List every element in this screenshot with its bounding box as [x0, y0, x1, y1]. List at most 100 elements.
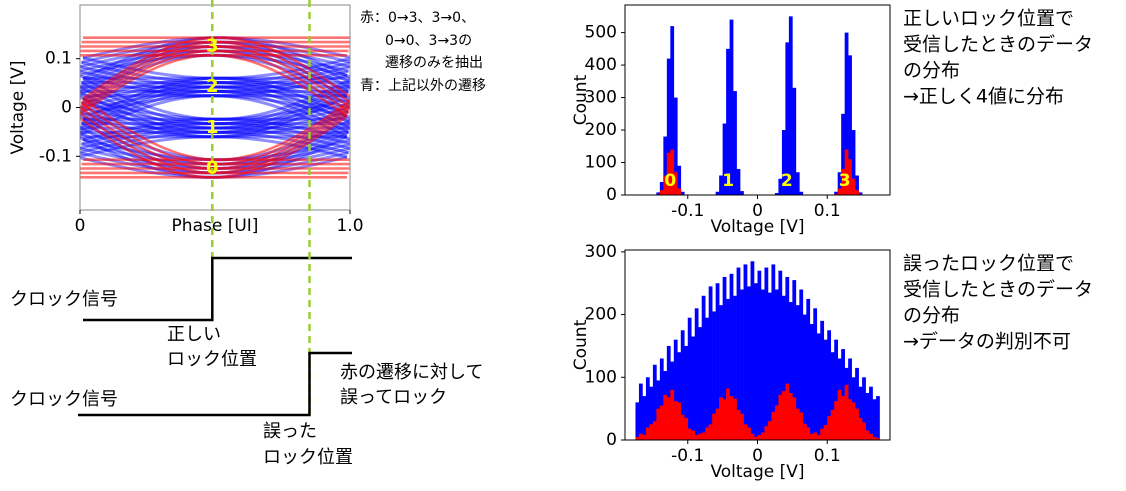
histogram-bar	[792, 280, 797, 440]
y-tick-label: 100	[585, 367, 617, 387]
histogram-bar	[806, 298, 811, 440]
description: 誤ったロック位置で	[903, 253, 1074, 275]
histogram-bar	[666, 397, 671, 440]
histogram-bar	[851, 130, 856, 195]
histogram-bar	[855, 408, 859, 440]
histogram-bar	[750, 433, 755, 440]
histogram-bar	[670, 149, 675, 195]
histogram-bar	[645, 427, 650, 440]
histogram-bar	[827, 416, 832, 440]
histogram-bar	[659, 190, 664, 195]
histogram-bar	[827, 330, 832, 440]
histogram-bar	[844, 149, 849, 195]
eye-trace	[213, 69, 349, 93]
histogram-bar	[726, 48, 730, 195]
histogram-bar	[855, 175, 859, 195]
histogram-bar	[841, 113, 845, 195]
histogram-bar	[788, 392, 793, 440]
histogram-bar	[865, 392, 870, 440]
eye-trace	[81, 122, 217, 146]
histogram-bar	[666, 345, 671, 440]
histogram-bar	[712, 311, 716, 440]
histogram-bar	[771, 264, 776, 440]
eye-trace	[214, 106, 350, 130]
lock-label: 正しい	[167, 324, 221, 345]
histogram-bar	[799, 412, 804, 440]
histogram-bar	[809, 323, 814, 440]
histogram-bar	[635, 402, 640, 440]
histogram-bar	[743, 264, 748, 440]
histogram-bar	[802, 314, 807, 440]
eye-trace	[211, 54, 348, 118]
y-tick-label: 200	[585, 120, 617, 140]
histogram-bar	[760, 289, 765, 440]
histogram-bar	[694, 434, 699, 440]
histogram-bar	[666, 152, 671, 195]
histogram-bar	[677, 188, 682, 195]
eye-trace	[81, 60, 217, 85]
histogram-bar	[698, 433, 703, 440]
histogram-bar	[806, 427, 811, 440]
histogram-bar	[851, 402, 856, 440]
eye-trace	[82, 56, 218, 80]
histogram-bar	[795, 172, 800, 195]
x-tick-label: 0	[752, 201, 763, 221]
eye-trace	[214, 106, 350, 170]
histogram-bar	[638, 383, 643, 440]
histogram-bar	[858, 386, 863, 440]
histogram-bar	[876, 438, 880, 440]
eye-trace	[80, 116, 213, 179]
histogram-bar	[712, 413, 716, 440]
histogram-bar	[663, 175, 668, 195]
eye-note: 遷移のみを抽出	[385, 55, 483, 71]
eye-trace	[80, 90, 214, 134]
histogram-bar	[781, 130, 786, 195]
histogram-bar	[855, 190, 859, 195]
x-axis-label: Voltage [V]	[710, 217, 804, 237]
histogram-bar	[754, 283, 758, 440]
histogram-bar	[757, 434, 762, 440]
lock-label: 誤った	[263, 421, 317, 442]
eye-trace	[82, 97, 219, 161]
level-label: 3	[206, 35, 219, 56]
description: →データの判別不可	[903, 331, 1071, 353]
histogram-bar	[795, 408, 800, 440]
histogram-bar	[764, 267, 769, 440]
x-tick-label: 0.1	[814, 446, 841, 466]
histogram-bar	[670, 26, 675, 195]
histogram-bar	[862, 377, 866, 440]
y-axis-label: Count	[571, 319, 591, 370]
histogram-bar	[872, 436, 877, 440]
histogram-bar	[778, 394, 783, 440]
histogram-bar	[799, 191, 804, 195]
histogram-bar	[736, 267, 741, 440]
histogram-bar	[788, 16, 793, 195]
eye-trace	[214, 65, 350, 89]
histogram-bar	[680, 191, 685, 195]
histogram-bar	[844, 384, 849, 440]
histogram-bar	[848, 159, 852, 195]
eye-trace	[213, 89, 349, 114]
eye-trace	[80, 111, 214, 175]
histogram-bar	[705, 317, 709, 440]
eye-trace	[212, 94, 348, 118]
level-label: 0	[206, 158, 219, 179]
y-axis-label: Count	[571, 74, 591, 125]
histogram-bar	[848, 55, 852, 195]
histogram-bar	[715, 283, 720, 440]
eye-trace	[216, 101, 350, 126]
histogram-bar	[719, 175, 723, 195]
histogram-bar	[663, 136, 668, 195]
histogram-bar	[649, 386, 654, 440]
x-axis-label: Voltage [V]	[710, 462, 804, 482]
histogram-bar	[740, 413, 744, 440]
description: 受信したときのデータ	[903, 34, 1093, 56]
histogram-bar	[733, 295, 737, 440]
histogram-bar	[747, 286, 751, 440]
histogram-bar	[691, 430, 696, 440]
histogram-bar	[687, 317, 692, 440]
histogram-bar	[816, 434, 821, 440]
histogram-bar	[834, 191, 838, 195]
eye-trace	[214, 126, 350, 150]
x-tick-label: 1.0	[336, 216, 363, 236]
